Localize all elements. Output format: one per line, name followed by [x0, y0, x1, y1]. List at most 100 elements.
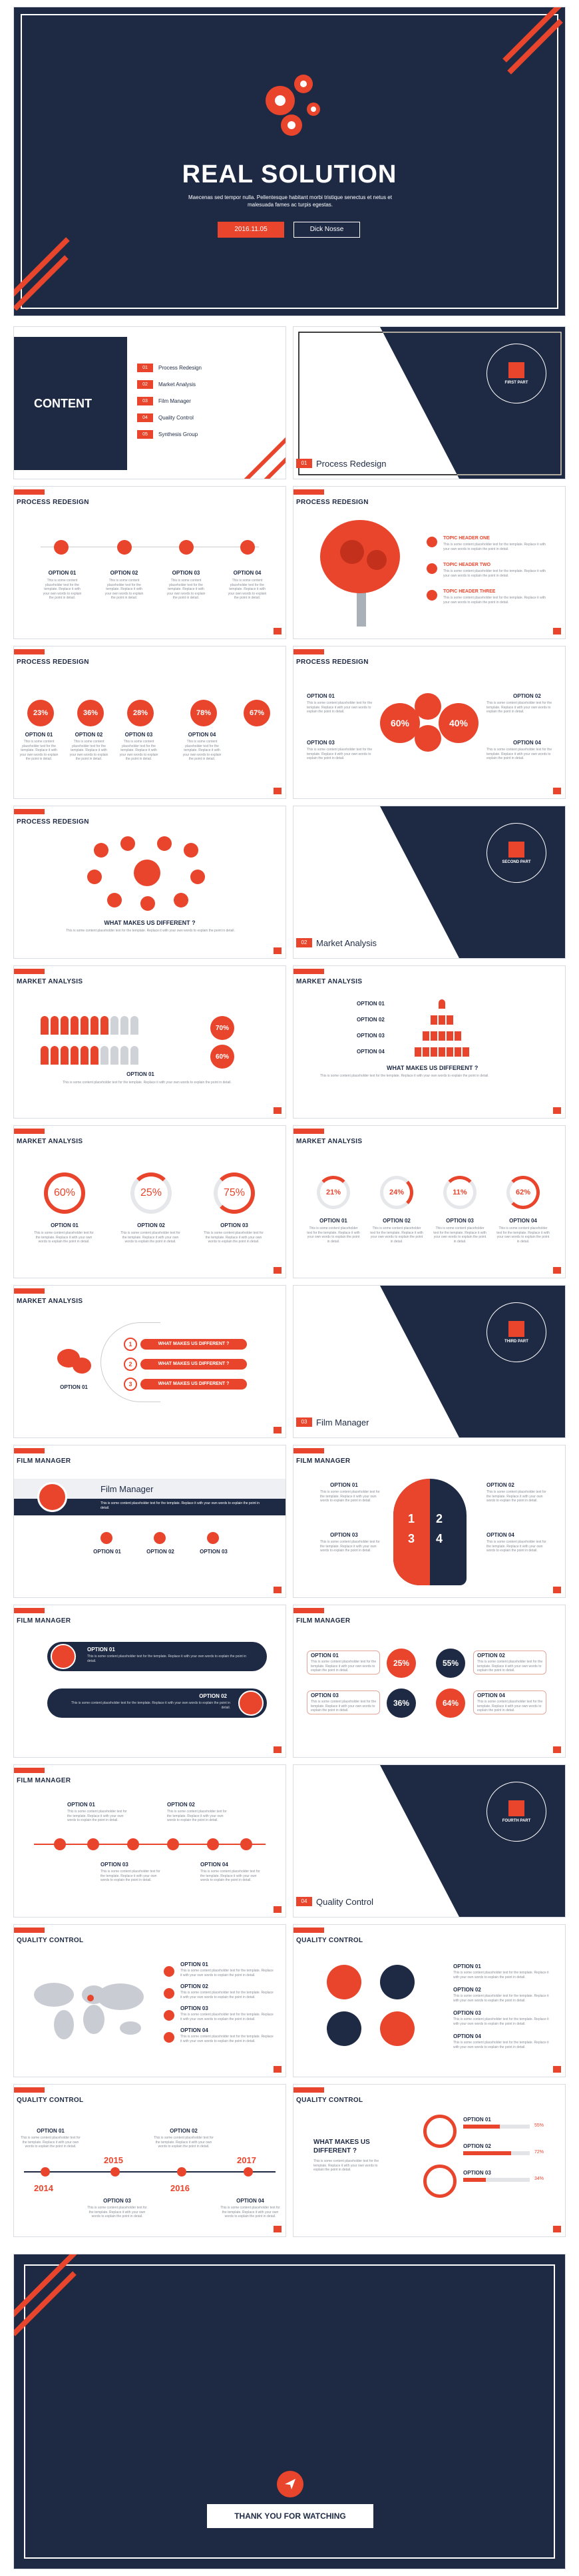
different-pill[interactable]: WHAT MAKES US DIFFERENT ? — [140, 1379, 247, 1390]
process-icons-slide: PROCESS REDESIGN OPTION 01 OPTION 02 OPT… — [13, 486, 286, 639]
option-label: OPTION 03 — [307, 740, 335, 746]
option-label: OPTION 01 — [51, 1222, 79, 1228]
option-pill[interactable] — [47, 1642, 267, 1671]
head-number: 1 — [408, 1512, 415, 1525]
slide-title: PROCESS REDESIGN — [296, 658, 369, 666]
section-icon — [508, 1800, 524, 1816]
option-label: OPTION 03 — [463, 2170, 491, 2176]
option-label: OPTION 02 — [513, 693, 541, 699]
option-text: This is some content placeholder text fo… — [154, 2136, 214, 2149]
page-marker — [274, 1267, 282, 1274]
search-icon — [423, 2115, 457, 2148]
film-stats-slide: FILM MANAGER 25% 55% 36% 64% OPTION 01 O… — [293, 1605, 566, 1758]
stat-circle: 25% — [387, 1649, 416, 1678]
progress-track — [463, 2125, 530, 2129]
ring-chart: 62% — [506, 1176, 540, 1209]
person-icon — [61, 1046, 69, 1065]
option-text: This is some content placeholder text fo… — [453, 2041, 549, 2049]
section-circle: FOURTH PART — [486, 1782, 546, 1842]
stat-box — [307, 1690, 380, 1714]
option-icon — [100, 1532, 112, 1544]
option-text: This is some content placeholder text fo… — [220, 2206, 280, 2218]
pyramid-row — [439, 999, 445, 1009]
person-icon — [91, 1016, 98, 1035]
option-text: This is some content placeholder text fo… — [228, 579, 267, 600]
network-node — [94, 843, 108, 858]
contents-item[interactable]: 04 Quality Control — [137, 413, 202, 422]
slide-tag — [14, 1288, 45, 1294]
thanks-frame — [24, 2264, 555, 2559]
author-button[interactable]: Dick Nosse — [293, 222, 360, 238]
contents-item[interactable]: 03 Film Manager — [137, 397, 202, 405]
slide-title: FILM MANAGER — [17, 1617, 71, 1625]
contents-item-label: Synthesis Group — [158, 431, 198, 437]
clock-icon — [134, 860, 160, 886]
option-label: OPTION 03 — [311, 1692, 339, 1698]
person-icon — [120, 1046, 128, 1065]
slide-tag — [293, 969, 324, 974]
different-pill[interactable]: WHAT MAKES US DIFFERENT ? — [140, 1359, 247, 1370]
option-label: OPTION 04 — [188, 732, 216, 738]
option-label: OPTION 02 — [199, 1693, 227, 1699]
option-label: OPTION 04 — [236, 2198, 264, 2204]
quality-bars-slide: QUALITY CONTROL WHAT MAKES US DIFFERENT … — [293, 2084, 566, 2237]
topic-text: This is some content placeholder text fo… — [443, 543, 546, 551]
section-circle: THIRD PART — [486, 1302, 546, 1362]
book-icon — [37, 1482, 67, 1512]
option-pill[interactable] — [47, 1688, 267, 1718]
option-label: OPTION 01 — [319, 1218, 347, 1224]
contents-item-label: Market Analysis — [158, 382, 196, 387]
doc-icon — [51, 1644, 76, 1669]
film-text: This is some content placeholder text fo… — [100, 1501, 260, 1510]
option-text: This is some content placeholder text fo… — [67, 1810, 127, 1822]
date-button[interactable]: 2016.11.05 — [218, 222, 284, 238]
ring-chart: 24% — [380, 1176, 413, 1209]
option-text: This is some content placeholder text fo… — [486, 1540, 546, 1553]
page-marker — [553, 2226, 561, 2232]
option-label: OPTION 03 — [172, 570, 200, 576]
progress-track — [463, 2178, 530, 2182]
timeline-dot — [177, 2167, 186, 2177]
page-marker — [553, 1267, 561, 1274]
option-label: OPTION 03 — [180, 2005, 208, 2011]
contents-item[interactable]: 01 Process Redesign — [137, 364, 202, 372]
section-slide-02: SECOND PART 02 Market Analysis — [293, 806, 566, 959]
page-marker — [274, 1107, 282, 1114]
timeline-dot — [127, 1838, 139, 1850]
people-row — [41, 1016, 138, 1035]
step-number: 2 — [124, 1358, 137, 1371]
page-marker — [553, 1587, 561, 1593]
option-text: This is some content placeholder text fo… — [477, 1700, 543, 1712]
slide-title: MARKET ANALYSIS — [296, 1138, 363, 1145]
stat-circle: 64% — [436, 1688, 465, 1718]
contents-item[interactable]: 02 Market Analysis — [137, 380, 202, 389]
different-pill[interactable]: WHAT MAKES US DIFFERENT ? — [140, 1339, 247, 1350]
head-number: 2 — [436, 1512, 443, 1525]
timeline-dot — [87, 1838, 99, 1850]
page-marker — [553, 1107, 561, 1114]
page-marker — [553, 2066, 561, 2073]
percent-badge: 60% — [210, 1045, 234, 1069]
person-icon — [100, 1016, 108, 1035]
option-text: This is some content placeholder text fo… — [180, 2035, 274, 2043]
section-slide-01: FIRST PART 01 Process Redesign — [293, 326, 566, 479]
contents-list: 01 Process Redesign 02 Market Analysis 03 F… — [137, 364, 202, 439]
option-text: This is some content placeholder text fo… — [34, 1231, 94, 1244]
person-icon — [51, 1016, 59, 1035]
person-icon — [71, 1046, 79, 1065]
page-marker — [274, 628, 282, 635]
section-num: 01 — [296, 459, 312, 468]
option-text: This is some content placeholder text fo… — [477, 1660, 543, 1673]
network-node — [184, 843, 198, 858]
page-marker — [274, 1906, 282, 1913]
option-label: OPTION 02 — [383, 1218, 411, 1224]
option-label: OPTION 02 — [137, 1222, 165, 1228]
slide-tag — [14, 1768, 45, 1773]
option-icon — [117, 540, 132, 555]
step-number: 3 — [124, 1378, 137, 1391]
contents-item[interactable]: 05 Synthesis Group — [137, 430, 202, 439]
slide-tag — [293, 649, 324, 654]
timeline-dot — [207, 1838, 219, 1850]
person-icon — [41, 1016, 49, 1035]
image-icon — [423, 2165, 457, 2198]
